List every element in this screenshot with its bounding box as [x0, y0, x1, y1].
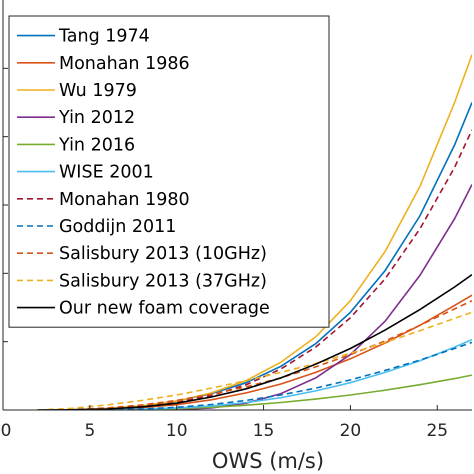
- series-line-salisbury-2013-10ghz: [37, 299, 472, 410]
- plot-area: [37, 54, 472, 410]
- legend-label: Wu 1979: [59, 81, 137, 101]
- x-tick-label: 0: [1, 421, 12, 441]
- legend-label: Monahan 1986: [59, 54, 190, 74]
- axes: 0 5 10 15 20 25: [1, 0, 472, 441]
- legend-label: Yin 2012: [58, 108, 135, 128]
- x-tick-label: 20: [340, 421, 362, 441]
- legend-label: Our new foam coverage: [59, 299, 270, 319]
- legend-label: Goddijn 2011: [59, 217, 176, 237]
- x-tick-label: 25: [426, 421, 448, 441]
- series-line-our-new-foam-coverage: [37, 274, 472, 410]
- series-line-wise-2001: [37, 338, 472, 410]
- legend-label: Tang 1974: [58, 27, 150, 47]
- x-tick-label: 5: [84, 421, 95, 441]
- x-tick-label: 10: [166, 421, 188, 441]
- x-axis-label: OWS (m/s): [212, 449, 324, 473]
- series-lines: [37, 54, 472, 410]
- legend-box: [8, 15, 330, 328]
- legend-label: WISE 2001: [59, 163, 154, 183]
- series-line-salisbury-2013-37ghz: [37, 311, 472, 410]
- legend-label: Salisbury 2013 (10GHz): [59, 244, 267, 264]
- legend-label: Yin 2016: [58, 135, 135, 155]
- x-tick-label: 15: [253, 421, 275, 441]
- legend-label: Monahan 1980: [59, 190, 190, 210]
- legend: Tang 1974 Monahan 1986 Wu 1979 Yin 2012 Yin …: [8, 15, 330, 328]
- legend-label: Salisbury 2013 (37GHz): [59, 271, 267, 291]
- series-line-yin-2012: [37, 184, 472, 410]
